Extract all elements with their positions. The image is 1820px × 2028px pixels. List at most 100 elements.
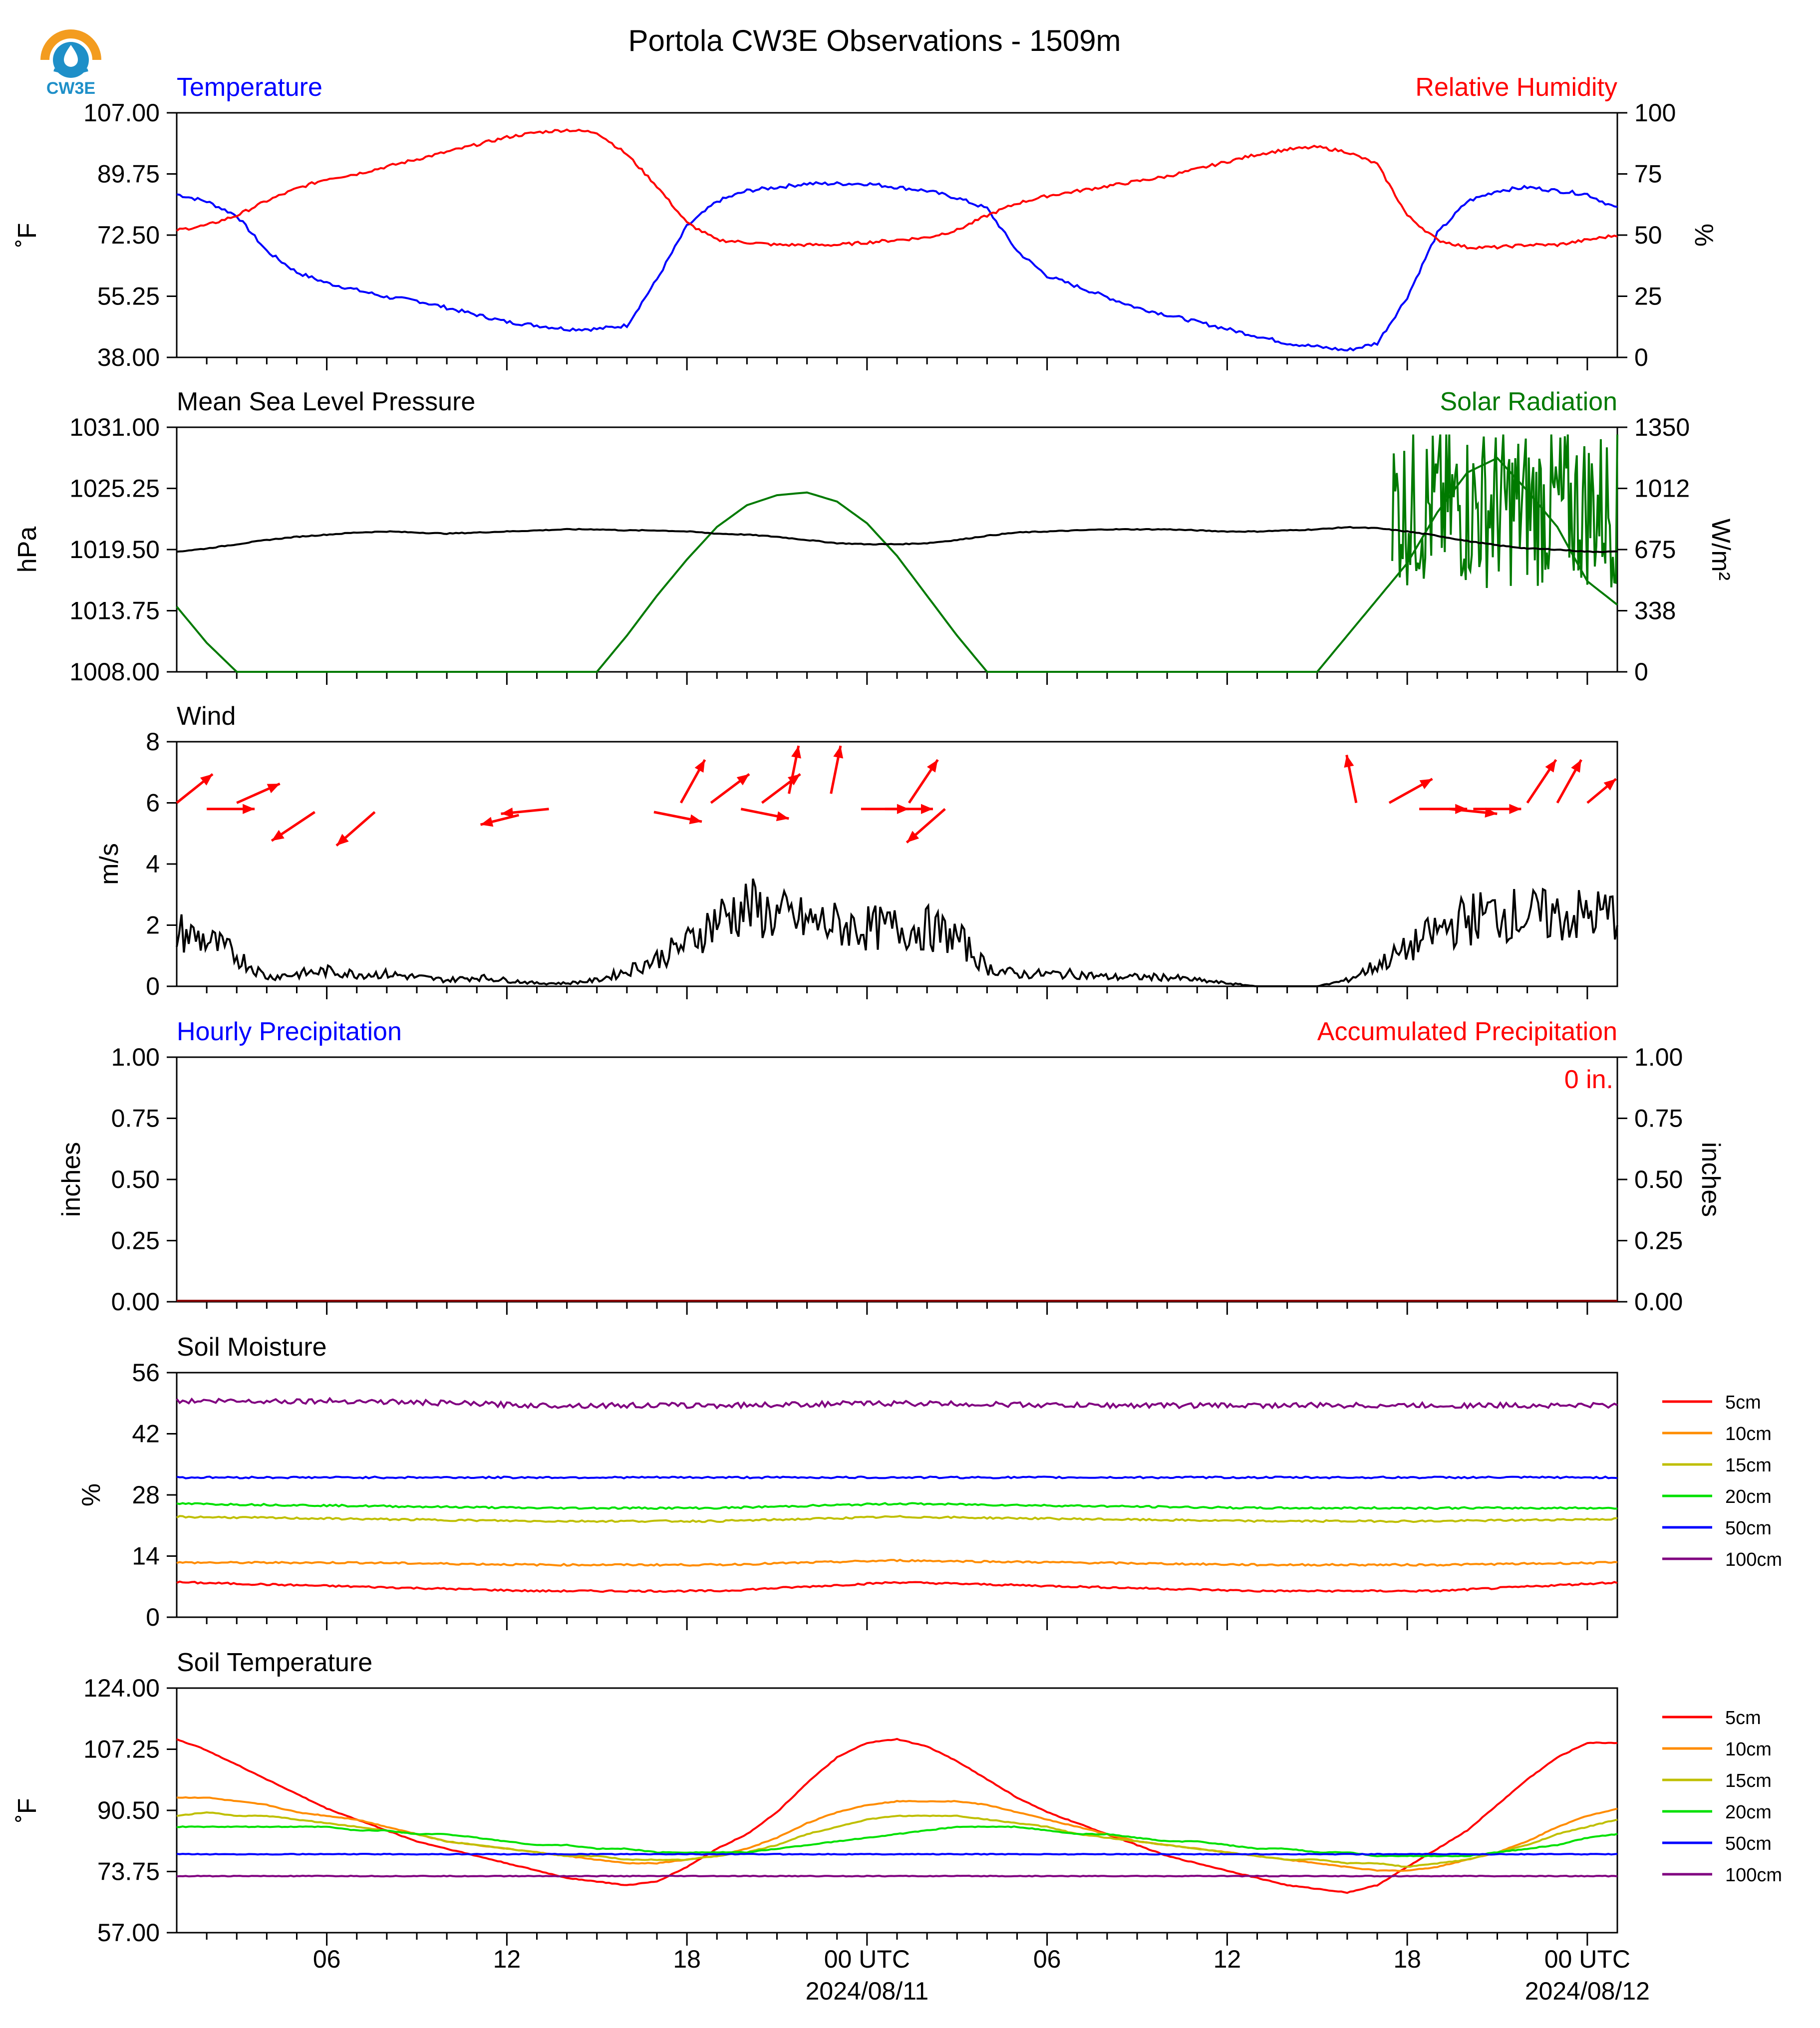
panel-temp_rh: 107.00 89.75 72.50 55.25 38.00 100 75 50 25 0 Temp… [13, 73, 1718, 371]
y-tick-label-left: 1031.00 [69, 413, 160, 441]
y-tick-label-left: 1025.25 [69, 475, 160, 503]
y-tick-label-right: 0.75 [1634, 1105, 1683, 1133]
panel-title-left: Soil Moisture [177, 1333, 327, 1362]
legend-label: 100cm [1725, 1865, 1782, 1886]
wind-arrow-head [833, 746, 844, 759]
series-soil_moisture-15cm [176, 1515, 1618, 1523]
y-tick-label-left: 1013.75 [69, 597, 160, 625]
cw3e-logo-icon: CW3E [40, 29, 101, 98]
wind-arrow-head [1545, 760, 1556, 773]
panel-title-left: Soil Temperature [177, 1648, 372, 1677]
x-tick-label: 00 UTC [1544, 1945, 1630, 1973]
y-tick-label-right: 100 [1634, 99, 1676, 127]
wind-arrow-head [736, 774, 750, 786]
series-soil_moisture-10cm [176, 1558, 1618, 1567]
y-tick-label-left: 8 [146, 728, 160, 756]
figure-title: Portola CW3E Observations - 1509m [628, 24, 1121, 57]
wind-arrow-head [1603, 779, 1616, 791]
wind-arrow-head [243, 804, 255, 814]
y-tick-label-left: 14 [132, 1542, 160, 1570]
wind-arrow-head [200, 774, 213, 786]
y-tick-label-left: 4 [146, 850, 160, 878]
panel-frame [176, 1687, 1618, 1934]
y-axis-unit-left: % [77, 1483, 106, 1506]
y-tick-label-left: 2 [146, 911, 160, 939]
panel-title-left: Mean Sea Level Pressure [177, 387, 475, 416]
y-tick-label-left: 0.50 [111, 1165, 160, 1193]
wind-arrow-head [1571, 760, 1581, 773]
legend-label: 50cm [1725, 1833, 1772, 1854]
y-tick-label-right: 75 [1634, 160, 1662, 188]
y-tick-label-left: 0 [146, 1603, 160, 1631]
y-tick-label-left: 56 [132, 1359, 160, 1387]
series-soil_temp-15cm [176, 1811, 1618, 1868]
wind-arrow-head [267, 784, 280, 794]
legend-label: 20cm [1725, 1802, 1772, 1823]
y-tick-label-right: 50 [1634, 221, 1662, 249]
y-tick-label-right: 675 [1634, 536, 1676, 564]
y-tick-label-left: 38.00 [97, 343, 160, 371]
series-soil_temp-5cm [176, 1738, 1618, 1894]
y-axis-unit-left: m/s [95, 843, 124, 885]
y-tick-label-left: 90.50 [97, 1796, 160, 1824]
panel-title-left: Hourly Precipitation [177, 1017, 402, 1046]
y-tick-label-left: 0.25 [111, 1227, 160, 1255]
wind-arrow-head [907, 831, 919, 843]
y-tick-label-left: 57.00 [97, 1919, 160, 1947]
y-axis-unit-left: ˚F [13, 223, 42, 247]
y-tick-label-right: 1012 [1634, 475, 1690, 503]
series-relative-humidity [176, 128, 1618, 250]
y-axis-unit-left: ˚F [13, 1798, 42, 1822]
series-soil_temp-100cm [176, 1874, 1618, 1878]
y-axis-unit-right: % [1689, 224, 1718, 247]
series-soil_moisture-50cm [176, 1475, 1618, 1479]
panel-frame [176, 112, 1618, 358]
series-soil_temp-50cm [176, 1852, 1618, 1856]
y-axis-unit-right: W/m² [1706, 519, 1735, 580]
legend-label: 15cm [1725, 1455, 1772, 1476]
y-tick-label-left: 107.25 [83, 1736, 160, 1763]
panel-title-right: Accumulated Precipitation [1317, 1017, 1617, 1046]
legend-label: 100cm [1725, 1549, 1782, 1570]
wind-arrow-head [788, 774, 801, 786]
y-tick-label-right: 0.25 [1634, 1227, 1683, 1255]
wind-arrow-head [926, 760, 938, 773]
y-tick-label-left: 1.00 [111, 1043, 160, 1071]
wind-arrow-head [776, 811, 789, 822]
y-tick-label-right: 25 [1634, 283, 1662, 310]
panel-soil_temp: 124.00 107.25 90.50 73.75 57.00 Soil Temperat… [13, 1648, 1782, 1947]
panel-title-right: Solar Radiation [1440, 387, 1617, 416]
wind-arrow-head [689, 814, 702, 825]
series-wind-speed [176, 878, 1618, 987]
x-date-label: 2024/08/11 [806, 1977, 929, 2005]
y-tick-label-right: 338 [1634, 597, 1676, 625]
y-tick-label-left: 0.75 [111, 1105, 160, 1133]
legend-label: 15cm [1725, 1770, 1772, 1791]
x-tick-label: 18 [1393, 1945, 1421, 1973]
wind-arrow-head [694, 760, 705, 773]
x-tick-label: 12 [493, 1945, 521, 1973]
y-tick-label-right: 0 [1634, 343, 1648, 371]
y-tick-label-left: 28 [132, 1481, 160, 1509]
x-date-label: 2024/08/12 [1525, 1977, 1650, 2005]
logo-text: CW3E [46, 79, 95, 98]
panel-wind: 8 6 4 2 0 Wind m/s [95, 702, 1618, 1000]
y-axis-unit-right: inches [1696, 1142, 1725, 1217]
y-tick-label-left: 55.25 [97, 283, 160, 310]
y-tick-label-left: 107.00 [83, 99, 160, 127]
y-tick-label-right: 0 [1634, 658, 1648, 686]
y-axis-unit-left: inches [57, 1142, 86, 1217]
x-tick-label: 06 [313, 1945, 341, 1973]
y-tick-label-left: 0 [146, 972, 160, 1000]
y-tick-label-right: 0.50 [1634, 1165, 1683, 1193]
y-tick-label-left: 0.00 [111, 1288, 160, 1316]
series-soil_moisture-20cm [176, 1502, 1618, 1510]
accumulated-total-label: 0 in. [1564, 1065, 1613, 1094]
panel-frame [176, 1056, 1618, 1303]
x-tick-label: 18 [673, 1945, 701, 1973]
series-soil_moisture-5cm [176, 1580, 1618, 1593]
y-tick-label-left: 72.50 [97, 221, 160, 249]
wind-arrow-head [1419, 779, 1433, 789]
cw3e-logo: CW3E [31, 19, 111, 99]
